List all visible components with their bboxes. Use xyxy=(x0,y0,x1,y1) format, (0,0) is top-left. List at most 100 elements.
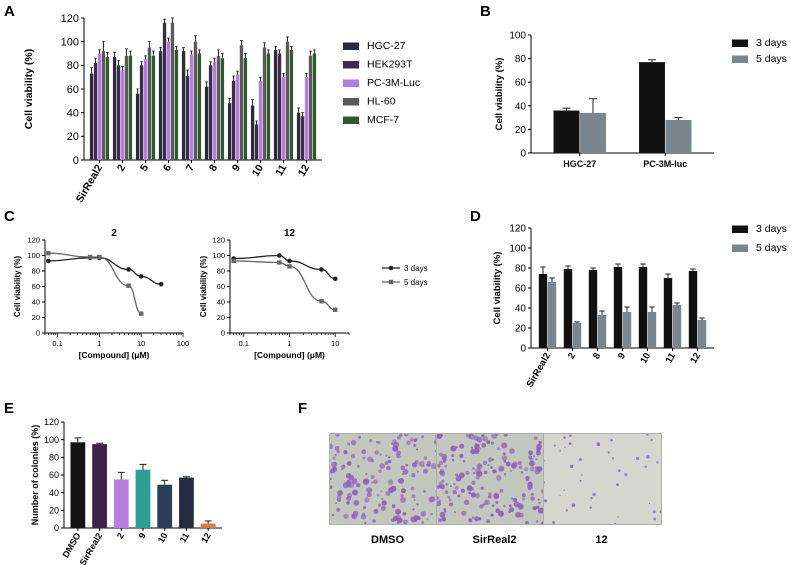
panel-letter-f: F xyxy=(298,400,307,417)
x-tick-label: 9 xyxy=(616,351,628,361)
y-tick-label: 0 xyxy=(520,149,526,160)
bar xyxy=(135,93,140,160)
y-tick-label: 60 xyxy=(217,282,225,291)
bar xyxy=(139,65,144,160)
colony xyxy=(530,493,534,496)
colony xyxy=(413,443,417,447)
colony xyxy=(438,499,442,503)
colony xyxy=(427,463,431,467)
y-tick-label: 60 xyxy=(32,282,40,291)
y-tick-label: 40 xyxy=(515,101,527,112)
colony xyxy=(454,486,459,490)
bar xyxy=(143,59,148,160)
colony xyxy=(478,447,481,450)
bar xyxy=(151,55,156,160)
bar xyxy=(70,442,86,528)
colony xyxy=(331,513,335,517)
bar xyxy=(250,105,255,160)
bar xyxy=(162,22,167,160)
colony xyxy=(488,495,492,499)
colony xyxy=(613,522,617,524)
colony xyxy=(388,455,391,459)
colony xyxy=(480,486,484,491)
colony xyxy=(538,440,542,445)
colony xyxy=(559,449,562,452)
colony xyxy=(536,443,542,450)
data-point xyxy=(287,258,292,264)
colony xyxy=(659,510,661,514)
bar xyxy=(553,110,580,153)
colony xyxy=(423,456,428,460)
colony xyxy=(570,464,574,469)
bar xyxy=(547,282,557,348)
colony xyxy=(563,489,565,492)
colony xyxy=(491,504,495,507)
colony xyxy=(421,435,425,439)
colony xyxy=(332,456,336,460)
colony xyxy=(652,510,656,514)
colony xyxy=(403,519,408,524)
legend-marker xyxy=(388,279,394,285)
colony xyxy=(529,460,535,467)
colony xyxy=(533,455,536,458)
colony xyxy=(379,463,385,469)
colony xyxy=(396,450,401,456)
colony xyxy=(461,510,467,516)
colony xyxy=(428,496,435,503)
colony xyxy=(347,442,351,446)
colony xyxy=(341,464,346,469)
y-tick-label: 60 xyxy=(515,78,527,89)
colony xyxy=(416,470,419,473)
legend-label: MCF-7 xyxy=(367,114,399,126)
data-point xyxy=(46,250,51,256)
data-point xyxy=(319,267,324,272)
colony xyxy=(335,434,340,437)
data-point xyxy=(138,311,144,316)
y-tick-label: 0 xyxy=(73,155,79,167)
colony xyxy=(590,496,593,500)
colony xyxy=(616,483,619,486)
colony-plate-image xyxy=(544,434,661,524)
chart-title: 12 xyxy=(284,228,296,239)
colony xyxy=(444,458,447,461)
colony xyxy=(656,460,659,464)
colony xyxy=(438,518,442,523)
colony xyxy=(499,488,504,493)
colony xyxy=(336,449,340,454)
colony xyxy=(537,498,540,501)
chart-c-compound-12: 0 20 40 60 80 100 120 Cell viability (%) 0.1 1 10 [… xyxy=(199,228,428,360)
colony xyxy=(521,497,526,501)
bar xyxy=(92,444,107,528)
colony xyxy=(400,494,404,498)
colony-plate-image xyxy=(330,434,447,524)
x-tick-label: HGC-27 xyxy=(563,159,596,169)
bar xyxy=(563,269,573,348)
colony xyxy=(369,439,373,443)
colony xyxy=(445,482,449,486)
colony xyxy=(503,473,507,476)
colony xyxy=(343,513,349,519)
colony xyxy=(416,448,419,451)
colony xyxy=(397,479,401,482)
plate-background xyxy=(544,434,661,524)
bar xyxy=(89,73,94,160)
bar xyxy=(262,47,267,161)
colony-plate-sirreal2 xyxy=(436,433,555,525)
bar xyxy=(688,271,698,348)
colony xyxy=(535,458,538,461)
legend-swatch xyxy=(343,42,359,50)
bar xyxy=(124,55,129,160)
colony xyxy=(466,485,473,492)
legend-label: 5 days xyxy=(404,278,428,287)
bar xyxy=(304,77,309,160)
y-tick-label: 20 xyxy=(217,313,225,322)
colony xyxy=(476,470,483,477)
bar xyxy=(120,70,125,160)
colony xyxy=(511,497,514,500)
bar xyxy=(243,58,248,160)
colony xyxy=(346,501,350,505)
chart-b: 0 20 40 60 80 100 Cell viability (%) HGC-27 PC-3… xyxy=(494,31,787,170)
colony xyxy=(474,493,481,499)
colony xyxy=(492,470,496,474)
chart-title: 2 xyxy=(111,228,117,239)
